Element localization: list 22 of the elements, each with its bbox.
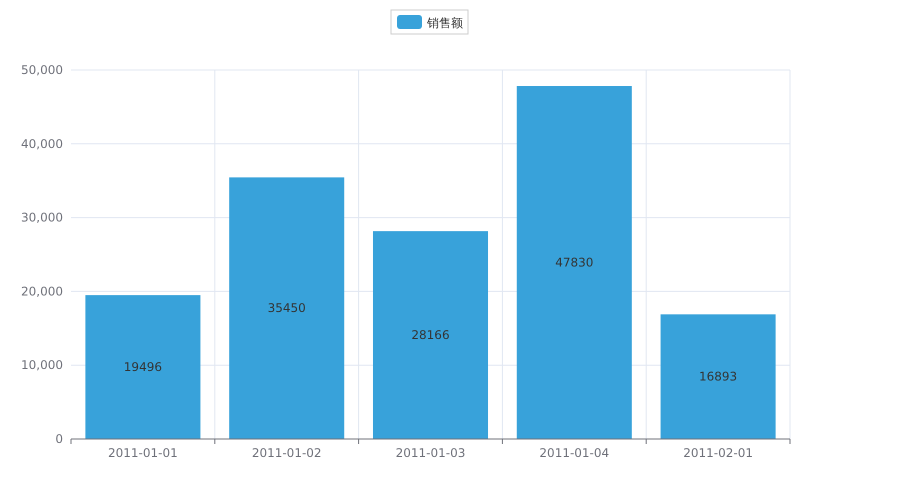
x-tick-label: 2011-01-03 <box>396 446 466 460</box>
bar <box>85 295 200 439</box>
bar <box>372 231 488 439</box>
y-tick-label: 30,000 <box>21 210 63 225</box>
y-tick-label: 10,000 <box>21 358 63 372</box>
y-tick-label: 0 <box>55 432 63 446</box>
data-label: 16893 <box>699 370 738 384</box>
y-tick-label: 50,000 <box>21 63 63 77</box>
bar <box>229 177 344 439</box>
data-label: 47830 <box>555 256 594 270</box>
bar <box>660 314 776 439</box>
y-tick-label: 40,000 <box>21 136 63 151</box>
y-tick-label: 20,000 <box>21 284 63 298</box>
x-tick-label: 2011-01-02 <box>252 446 322 460</box>
x-tick-label: 2011-01-01 <box>108 446 178 460</box>
bar <box>516 86 632 439</box>
data-label: 28166 <box>411 328 450 342</box>
legend-label: 销售额 <box>426 16 463 30</box>
x-tick-label: 2011-02-01 <box>683 446 753 460</box>
data-label: 35450 <box>268 301 306 316</box>
x-tick-label: 2011-01-04 <box>539 446 610 460</box>
data-label: 19496 <box>124 360 162 374</box>
